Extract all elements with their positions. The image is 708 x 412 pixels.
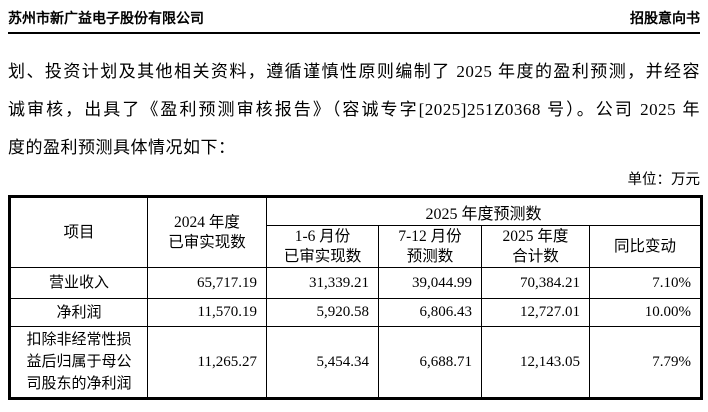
column-header-item: 项目 [9,196,148,268]
row-label: 营业收入 [9,267,148,299]
paragraph-line-3: 度的盈利预测具体情况如下： [8,138,236,157]
cell-h1-actual: 5,454.34 [266,326,379,399]
column-header-yoy-change: 同比变动 [588,225,703,268]
cell-2025-total: 70,384.21 [481,267,590,299]
paragraph-line-2: 诚审核，出具了《盈利预测审核报告》（容诚专字[2025]251Z0368 号）。… [8,100,700,119]
cell-h2-forecast: 39,044.99 [378,267,482,299]
column-header-2025-forecast-group: 2025 年度预测数 [265,196,703,226]
document-type-label: 招股意向书 [630,10,700,26]
table-row-revenue: 营业收入 65,717.19 31,339.21 39,044.99 70,38… [9,267,703,299]
cell-yoy-change: 10.00% [588,298,703,327]
profit-forecast-table: 项目 2024 年度 已审实现数 2025 年度预测数 1-6 月份 已审实现数… [8,195,704,400]
cell-2024-actual: 11,265.27 [147,326,267,399]
cell-yoy-change: 7.79% [588,326,703,399]
cell-2024-actual: 65,717.19 [147,267,267,299]
cell-2025-total: 12,143.05 [481,326,590,399]
table-row-net-profit-excl-nonrecurring: 扣除非经常性损益后归属于母公司股东的净利润 11,265.27 5,454.34… [9,326,703,399]
paragraph-line-1: 划、投资计划及其他相关资料，遵循谨慎性原则编制了 2025 年度的盈利预测，并经… [8,62,700,81]
running-head: 苏州市新广益电子股份有限公司 招股意向书 [8,10,700,34]
cell-yoy-change: 7.10% [588,267,703,299]
cell-h1-actual: 31,339.21 [266,267,379,299]
cell-h1-actual: 5,920.58 [266,298,379,327]
company-name: 苏州市新广益电子股份有限公司 [8,10,204,26]
row-label: 净利润 [9,298,148,327]
column-header-h1-actual: 1-6 月份 已审实现数 [266,225,379,268]
cell-2024-actual: 11,570.19 [147,298,267,327]
column-header-2024-actual: 2024 年度 已审实现数 [147,196,267,268]
table-row-net-profit: 净利润 11,570.19 5,920.58 6,806.43 12,727.0… [9,298,703,327]
column-header-2025-total: 2025 年度 合计数 [481,225,590,268]
prospectus-page: 苏州市新广益电子股份有限公司 招股意向书 划、投资计划及其他相关资料，遵循谨慎性… [0,10,708,412]
cell-h2-forecast: 6,806.43 [378,298,482,327]
cell-2025-total: 12,727.01 [481,298,590,327]
row-label: 扣除非经常性损益后归属于母公司股东的净利润 [9,326,148,399]
cell-h2-forecast: 6,688.71 [378,326,482,399]
unit-label: 单位：万元 [627,172,701,188]
table-header-row-2: 1-6 月份 已审实现数 7-12 月份 预测数 2025 年度 合计数 同比变… [10,225,703,268]
column-header-h2-forecast: 7-12 月份 预测数 [378,225,482,268]
body-paragraph: 划、投资计划及其他相关资料，遵循谨慎性原则编制了 2025 年度的盈利预测，并经… [8,53,700,167]
table-header-row-1: 项目 2024 年度 已审实现数 2025 年度预测数 [9,196,703,268]
